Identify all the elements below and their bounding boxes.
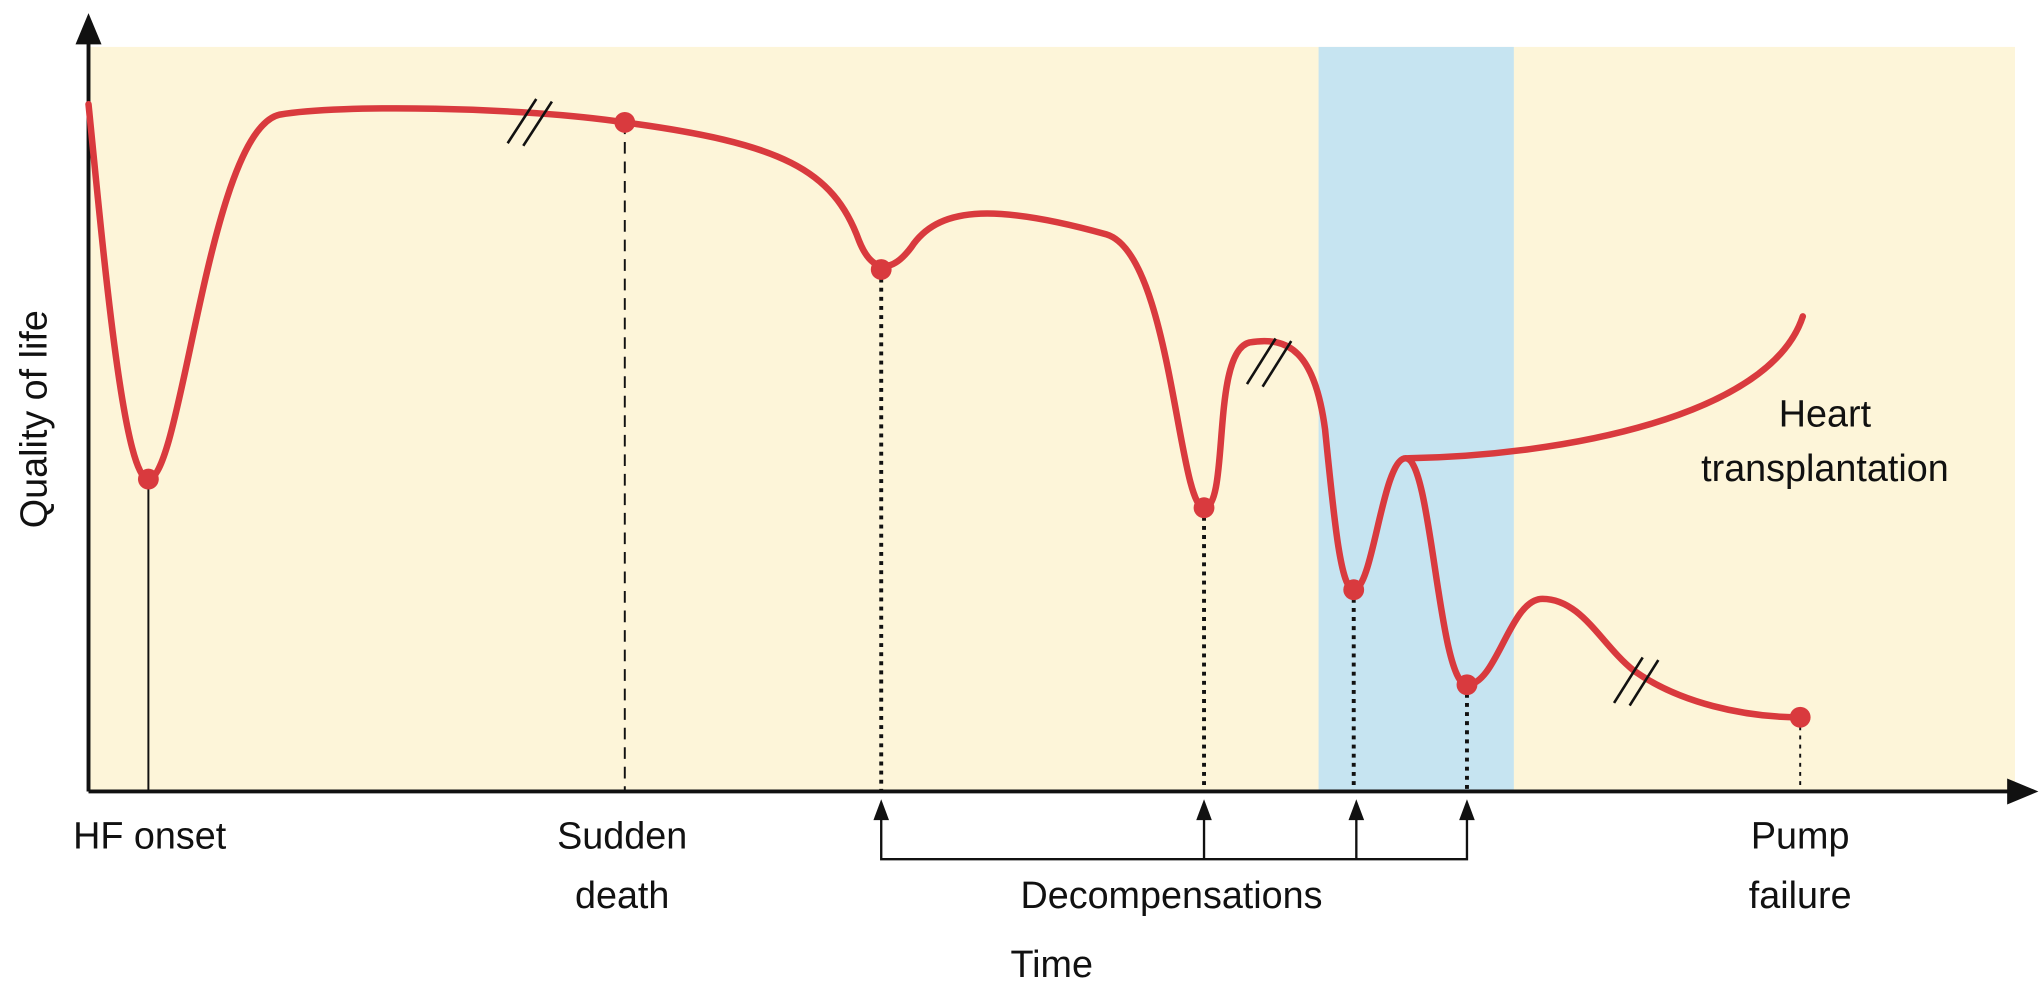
annotation: transplantation — [1701, 447, 1949, 489]
axes — [75, 13, 2039, 805]
event-label: death — [575, 874, 669, 916]
event-point — [614, 112, 636, 133]
event-point — [870, 259, 892, 280]
transplant-curve — [1405, 313, 1807, 462]
arrow-head — [1348, 799, 1365, 821]
event-point — [1789, 706, 1811, 728]
break-mark — [1628, 659, 1660, 707]
event-label: Decompensations — [1020, 874, 1322, 916]
break-mark — [1612, 656, 1644, 704]
arrow-head — [1459, 799, 1475, 821]
bracket — [880, 817, 1469, 861]
decompensation-arrows — [873, 799, 1475, 861]
y-axis-label: Quality of life — [12, 310, 54, 528]
guides — [147, 122, 1802, 792]
event-label: HF onset — [73, 814, 227, 856]
event-point — [137, 468, 159, 490]
event-point — [1193, 497, 1215, 519]
event-point — [1343, 579, 1365, 601]
background — [88, 46, 2015, 792]
arrow-head — [873, 799, 890, 821]
event-point — [1456, 674, 1478, 696]
x-axis-label: Time — [1011, 943, 1093, 985]
event-points — [137, 112, 1811, 728]
highlight-band — [1318, 46, 1514, 792]
event-label: Pump — [1751, 814, 1850, 856]
break-mark — [1261, 340, 1293, 388]
break-mark — [522, 100, 553, 147]
break-mark — [1245, 337, 1277, 385]
break-marks — [506, 98, 1660, 707]
x-axis-arrow — [2007, 778, 2039, 805]
arrow-head — [1196, 799, 1212, 821]
event-label: failure — [1749, 874, 1852, 916]
y-axis-arrow — [75, 13, 102, 45]
annotation: Heart — [1779, 393, 1872, 435]
break-mark — [506, 98, 538, 144]
event-label: Sudden — [557, 814, 687, 856]
